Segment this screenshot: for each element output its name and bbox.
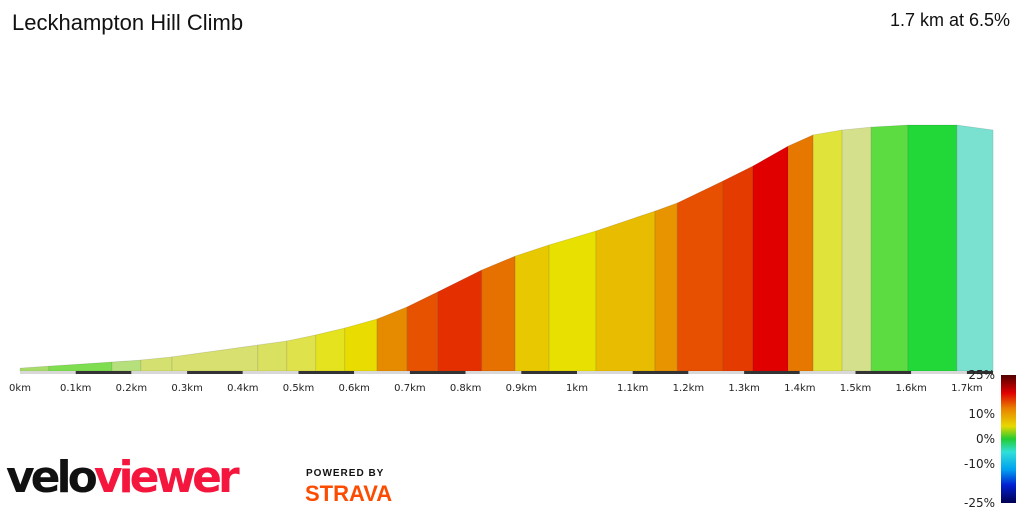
chart-title: Leckhampton Hill Climb — [12, 10, 244, 35]
profile-segment — [870, 124, 909, 372]
profile-segment — [956, 124, 994, 372]
ruler-segment — [75, 371, 132, 374]
ruler-segment — [20, 371, 76, 374]
profile-segments — [19, 124, 994, 372]
profile-segment — [481, 255, 516, 372]
ruler-segment — [465, 371, 522, 374]
profile-segment — [19, 365, 50, 372]
x-tick-label: 0.5km — [283, 383, 314, 394]
powered-by-label: POWERED BY — [306, 468, 385, 479]
gradient-legend-bar — [1001, 375, 1016, 503]
legend-label: 0% — [976, 432, 995, 446]
profile-segment — [140, 356, 173, 372]
profile-segment — [344, 318, 378, 372]
x-tick-label: 0.2km — [116, 383, 147, 394]
legend-label: 25% — [968, 368, 995, 382]
x-tick-label: 0.3km — [171, 383, 202, 394]
ruler-segment — [131, 371, 188, 374]
profile-segment — [257, 340, 288, 372]
profile-segment — [676, 180, 724, 372]
x-tick-label: 1.1km — [617, 383, 648, 394]
x-tick-label: 1.5km — [840, 383, 871, 394]
x-tick-label: 1.7km — [951, 383, 982, 394]
ruler-segment — [242, 371, 299, 374]
x-tick-label: 0km — [9, 383, 31, 394]
profile-segment — [171, 344, 259, 372]
x-tick-label: 0.8km — [450, 383, 481, 394]
profile-segment — [752, 145, 789, 372]
ruler-segment — [577, 371, 633, 374]
x-tick-label: 0.7km — [394, 383, 425, 394]
ruler-segment — [521, 371, 577, 374]
climb-summary: 1.7 km at 6.5% — [889, 10, 1010, 30]
ruler-segment — [688, 371, 745, 374]
gradient-legend-labels: 25% 10% 0% -10% -25% — [964, 368, 995, 510]
profile-segment — [376, 306, 408, 372]
x-tick-label: 0.9km — [506, 383, 537, 394]
profile-segment — [111, 359, 142, 372]
profile-segment — [437, 269, 483, 372]
profile-segment — [548, 230, 597, 372]
strava-logo[interactable]: STRAVA — [305, 481, 393, 506]
ruler-segment — [187, 371, 243, 374]
ruler-segment — [298, 371, 355, 374]
legend-label: 10% — [968, 407, 995, 421]
profile-segment — [812, 129, 843, 372]
x-tick-label: 1.6km — [895, 383, 926, 394]
profile-segment — [722, 165, 754, 372]
ruler-segment — [744, 371, 800, 374]
legend-label: -25% — [964, 496, 995, 510]
x-tick-label: 0.4km — [227, 383, 258, 394]
profile-segment — [654, 202, 678, 372]
profile-segment — [286, 334, 317, 372]
profile-segment — [787, 134, 814, 372]
profile-segment — [315, 327, 346, 372]
ruler-segment — [855, 371, 912, 374]
x-tick-label: 1km — [566, 383, 588, 394]
ruler-segment — [409, 371, 466, 374]
ruler-segment — [911, 371, 967, 374]
x-tick-label: 1.3km — [728, 383, 759, 394]
distance-ruler — [20, 371, 994, 374]
ruler-segment — [966, 371, 994, 374]
x-tick-label: 0.1km — [60, 383, 91, 394]
ruler-segment — [632, 371, 689, 374]
profile-segment — [841, 126, 872, 372]
legend-label: -10% — [964, 457, 995, 471]
x-tick-label: 1.4km — [784, 383, 815, 394]
ruler-segment — [799, 371, 856, 374]
ruler-segment — [354, 371, 410, 374]
x-axis-ticks: 0km 0.1km 0.2km 0.3km 0.4km 0.5km 0.6km 0.7km 0.… — [9, 383, 983, 394]
profile-segment — [514, 244, 550, 372]
profile-segment — [907, 124, 958, 372]
veloviewer-logo[interactable]: veloviewer — [6, 452, 240, 503]
profile-segment — [406, 291, 439, 372]
x-tick-label: 1.2km — [673, 383, 704, 394]
profile-segment — [48, 361, 113, 372]
profile-segment — [595, 210, 656, 372]
x-tick-label: 0.6km — [338, 383, 369, 394]
